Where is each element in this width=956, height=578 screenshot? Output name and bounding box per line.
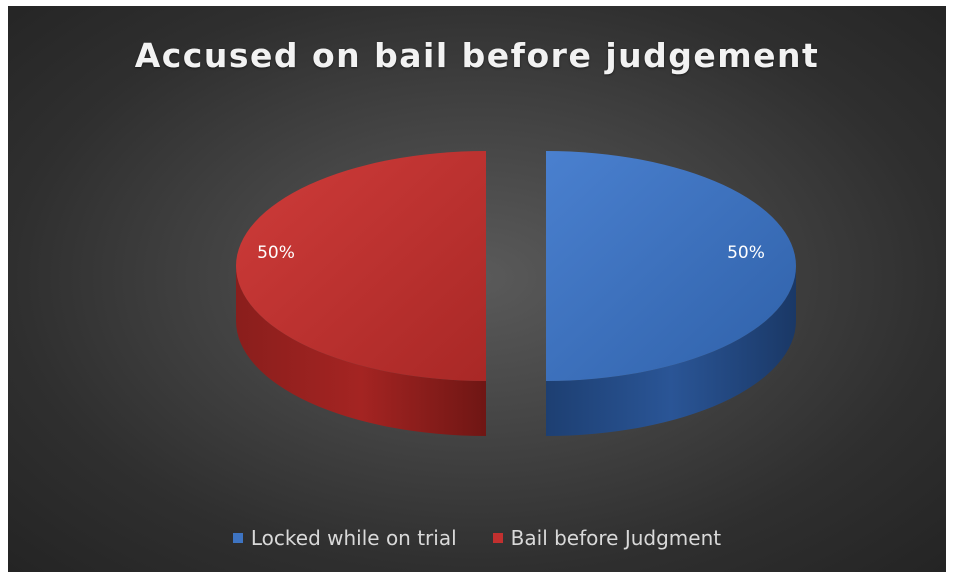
legend-item-locked: Locked while on trial [232,526,457,550]
legend-item-bail: Bail before Judgment [492,526,722,550]
legend: Locked while on trial Bail before Judgme… [8,526,946,550]
pie-chart: 50% 50% [236,151,796,436]
slice-side-locked [546,266,796,436]
data-label-locked: 50% [727,243,765,263]
legend-label-bail: Bail before Judgment [510,526,722,550]
data-label-bail: 50% [257,243,295,263]
legend-swatch-locked [232,533,243,543]
slice-top-bail [236,151,486,381]
legend-label-locked: Locked while on trial [250,526,457,550]
chart-area: Accused on bail before judgement [8,6,946,572]
slice-top-locked [546,151,796,381]
chart-title: Accused on bail before judgement [134,36,820,75]
legend-swatch-bail [492,533,503,543]
slice-side-bail [236,266,486,436]
